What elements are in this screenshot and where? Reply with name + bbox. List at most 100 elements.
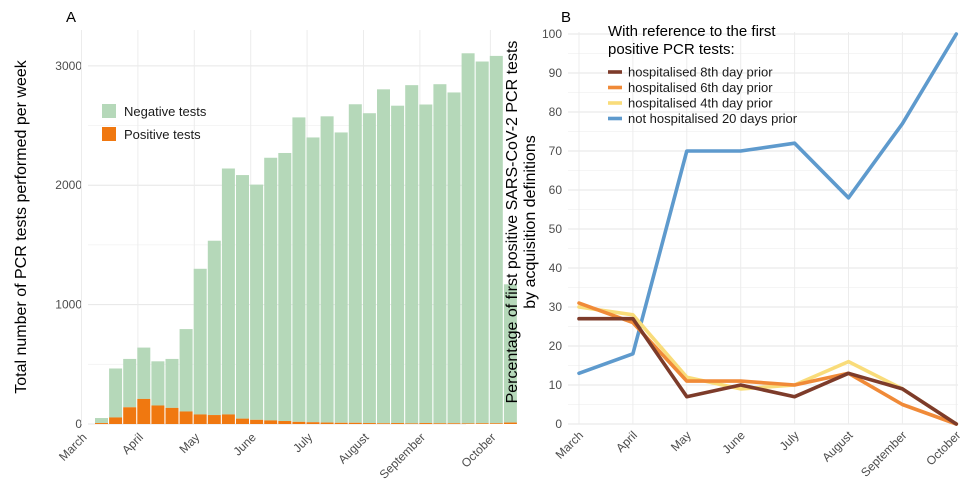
legend-label-positive: Positive tests (124, 127, 201, 142)
bar-negative-tests (503, 284, 517, 423)
bar-negative-tests (193, 268, 207, 415)
bar-positive-tests (334, 422, 348, 424)
y-tick-label: 80 (549, 105, 563, 119)
bar-negative-tests (123, 358, 137, 408)
bar-positive-tests (250, 419, 264, 424)
x-tick-label: March (553, 428, 586, 461)
bar-negative-tests (109, 368, 123, 418)
bar-negative-tests (95, 418, 108, 424)
bar-positive-tests (475, 423, 489, 424)
panel-a-plot: 0 1000 2000 3000 March April May June July August… (13, 30, 517, 482)
legend-title-line2: positive PCR tests: (608, 41, 735, 58)
legend-label-negative: Negative tests (124, 104, 207, 119)
bar-negative-tests (250, 184, 264, 420)
x-tick-label: September (377, 430, 428, 481)
bar-negative-tests (489, 55, 503, 424)
x-tick-label: October (458, 430, 498, 470)
bar-positive-tests (193, 414, 207, 424)
bar-positive-tests (320, 422, 334, 424)
x-tick-label: August (819, 428, 856, 465)
x-tick-label: July (290, 430, 315, 455)
bar-positive-tests (151, 405, 165, 424)
y-tick-label: 40 (549, 261, 563, 275)
y-tick-label: 1000 (55, 298, 82, 312)
panel-b-label: B (561, 9, 571, 26)
bar-negative-tests (419, 104, 433, 424)
bar-positive-tests (377, 423, 390, 424)
bar-negative-tests (137, 347, 151, 399)
series-line-1 (577, 316, 959, 426)
bar-positive-tests (489, 423, 503, 424)
bar-positive-tests (179, 411, 193, 424)
bar-negative-tests (348, 104, 362, 423)
bar-negative-tests (221, 168, 235, 415)
y-tick-label: 30 (549, 300, 563, 314)
bar-positive-tests (306, 422, 320, 424)
bar-negative-tests (461, 53, 475, 424)
panel-a-label: A (66, 9, 76, 26)
bar-positive-tests (447, 423, 461, 424)
x-tick-label: June (720, 428, 749, 457)
bar-positive-tests (461, 423, 475, 424)
x-tick-label: September (858, 428, 909, 479)
x-tick-label: March (56, 430, 89, 463)
bar-negative-tests (475, 61, 489, 424)
bar-negative-tests (391, 105, 405, 424)
bar-negative-tests (362, 113, 376, 424)
legend-title-line1: With reference to the first (608, 23, 776, 40)
legend-label-3: hospitalised 4th day prior (628, 96, 773, 111)
bar-negative-tests (306, 137, 320, 423)
y-tick-label: 20 (549, 339, 563, 353)
y-axis-title-line1: Percentage of first positive SARS-CoV-2 … (504, 41, 521, 404)
y-tick-label: 60 (549, 183, 563, 197)
bar-positive-tests (292, 421, 306, 424)
bar-negative-tests (264, 157, 278, 421)
bar-negative-tests (405, 85, 419, 424)
x-tick-label: August (335, 430, 372, 467)
bar-positive-tests (137, 398, 151, 424)
bar-positive-tests (503, 422, 517, 424)
bar-positive-tests (236, 418, 249, 424)
bar-positive-tests (419, 423, 433, 424)
bar-negative-tests (278, 152, 292, 422)
bar-negative-tests (320, 116, 334, 423)
y-tick-label: 100 (542, 27, 562, 41)
y-tick-label: 10 (549, 378, 563, 392)
x-tick-label: October (923, 428, 963, 468)
legend-swatch-positive (102, 127, 116, 141)
bar-negative-tests (165, 358, 179, 408)
series-line-3 (577, 305, 959, 426)
bar-negative-tests (433, 84, 447, 424)
bar-positive-tests (165, 407, 179, 424)
y-tick-label: 0 (75, 417, 82, 431)
bar-negative-tests (207, 240, 221, 416)
x-tick-label: May (668, 428, 694, 454)
legend-swatch-negative (102, 104, 116, 118)
bar-positive-tests (95, 423, 108, 424)
x-tick-label: July (777, 428, 802, 453)
bar-negative-tests (377, 89, 390, 424)
y-tick-label: 2000 (55, 178, 82, 192)
x-tick-label: May (176, 430, 202, 456)
bar-positive-tests (207, 415, 221, 424)
legend-label-4: not hospitalised 20 days prior (628, 111, 798, 126)
bar-negative-tests (179, 329, 193, 412)
bar-positive-tests (264, 420, 278, 424)
legend-title: With reference to the first positive PCR … (608, 23, 776, 58)
y-tick-label: 90 (549, 66, 563, 80)
bar-negative-tests (334, 132, 348, 423)
y-tick-label: 70 (549, 144, 563, 158)
bar-negative-tests (447, 92, 461, 424)
panel-b-plot: 0 10 20 30 40 50 60 70 80 90 100 March April May June J… (504, 23, 963, 480)
legend-label-2: hospitalised 6th day prior (628, 80, 773, 95)
y-axis-title-line2: by acquisition definitions (522, 135, 539, 308)
bar-positive-tests (405, 423, 419, 424)
bar-positive-tests (362, 423, 376, 424)
y-tick-label: 50 (549, 222, 563, 236)
bar-positive-tests (221, 414, 235, 424)
bar-positive-tests (123, 407, 137, 424)
bar-positive-tests (391, 423, 405, 424)
legend-label-1: hospitalised 8th day prior (628, 65, 773, 80)
x-tick-label: June (231, 430, 260, 459)
